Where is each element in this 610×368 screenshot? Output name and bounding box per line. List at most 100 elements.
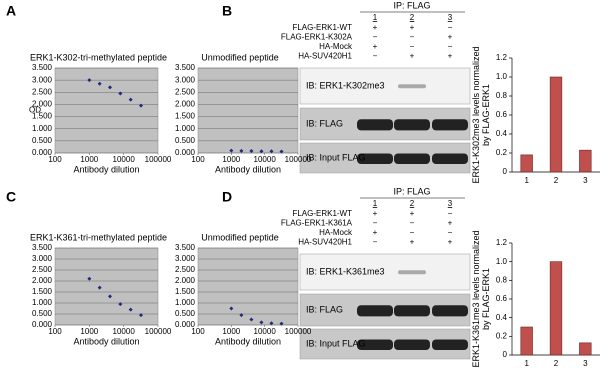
x-tick-label: 10000 [113, 327, 136, 336]
point [97, 81, 102, 86]
chart-title: Unmodified peptide [201, 52, 279, 62]
point [87, 78, 92, 83]
y-tick-label: 3.000 [32, 254, 53, 263]
y-tick-label: 0.500 [32, 136, 53, 145]
x-tick-label: 10000 [254, 155, 277, 164]
condition-mark: − [410, 33, 415, 42]
blot [299, 67, 471, 105]
point [108, 85, 113, 90]
y-tick-label: 0.2 [496, 331, 508, 340]
y-tick-label: 0.4 [496, 313, 508, 322]
x-tick-label: 100000 [145, 155, 172, 164]
x-tick-label: 100000 [285, 155, 312, 164]
band [394, 119, 430, 131]
condition-label: HA-Mock [319, 42, 353, 51]
y-tick-label: 0.6 [496, 110, 508, 119]
y-tick-label: 0.8 [496, 275, 508, 284]
condition-label: FLAG-ERK1-WT [292, 23, 352, 32]
condition-mark: + [448, 33, 453, 42]
condition-mark: + [410, 238, 415, 247]
condition-mark: − [373, 33, 378, 42]
condition-label: HA-SUV420H1 [298, 52, 352, 61]
y-tick-label: 2.000 [175, 276, 196, 285]
bar [520, 154, 533, 173]
plot-area [54, 67, 159, 154]
plot-area [197, 67, 299, 154]
panel-label: C [6, 189, 16, 205]
y-tick-label: 2.500 [175, 87, 196, 96]
ib-label: IB: ERK1-K361me3 [306, 266, 385, 276]
x-axis-label: Antibody dilution [73, 164, 139, 174]
condition-mark: + [410, 52, 415, 61]
y-tick-label: 2.000 [32, 276, 53, 285]
y-axis-label: ERK1-K361me3 levels normalizedby FLAG-ER… [471, 230, 491, 367]
y-tick-label: 0.000 [175, 320, 196, 329]
y-tick-label: 1.500 [32, 287, 53, 296]
x-tick-label: 1 [524, 359, 529, 368]
point [269, 149, 274, 154]
point [139, 103, 144, 108]
point [279, 149, 284, 154]
band [394, 305, 430, 317]
y-tick-label: 0.4 [496, 129, 508, 138]
point [269, 321, 274, 326]
plot-area [54, 247, 159, 326]
y-tick-label: 3.000 [175, 254, 196, 263]
y-tick-label: 0 [503, 167, 508, 176]
x-tick-label: 100 [48, 327, 62, 336]
chart-title: Unmodified peptide [201, 232, 279, 242]
point [229, 148, 234, 153]
y-tick-label: 0.000 [32, 320, 53, 329]
x-tick-label: 1 [524, 176, 529, 185]
band [432, 153, 468, 164]
band [398, 84, 426, 89]
condition-mark: + [448, 52, 453, 61]
lane-label: 3 [448, 199, 453, 208]
chart-title: ERK1-K302-tri-methylated peptide [30, 52, 167, 62]
x-tick-label: 1000 [222, 327, 240, 336]
band [394, 339, 430, 350]
band [432, 119, 468, 131]
point [249, 149, 254, 154]
x-tick-label: 3 [583, 359, 588, 368]
point [239, 313, 244, 318]
band [432, 305, 468, 317]
condition-label: FLAG-ERK1-WT [292, 209, 352, 218]
y-tick-label: 1.0 [496, 257, 508, 266]
point [97, 285, 102, 290]
y-tick-label: 2.000 [175, 100, 196, 109]
y-tick-label: 0.6 [496, 294, 508, 303]
ip-label: IP: FLAG [393, 0, 430, 10]
ib-label: IB: Input FLAG [306, 338, 366, 348]
condition-mark: + [373, 209, 378, 218]
lane-label: 2 [410, 199, 415, 208]
x-tick-label: 1000 [80, 327, 98, 336]
panel-label: B [222, 3, 232, 19]
x-tick-label: 2 [554, 359, 559, 368]
condition-mark: − [373, 219, 378, 228]
point [128, 307, 133, 312]
y-tick-label: 0.2 [496, 148, 508, 157]
bar [579, 342, 592, 356]
x-tick-label: 100 [48, 155, 62, 164]
condition-label: FLAG-ERK1-K302A [281, 33, 353, 42]
x-tick-label: 1000 [80, 155, 98, 164]
y-tick-label: 1.2 [496, 238, 508, 247]
y-tick-label: 2.000 [32, 100, 53, 109]
y-tick-label: 1.500 [175, 287, 196, 296]
bar [549, 261, 563, 356]
band [357, 305, 393, 317]
y-tick-label: 2.500 [32, 87, 53, 96]
y-axis-label: OD [29, 106, 41, 115]
condition-mark: − [448, 23, 453, 32]
condition-mark: − [448, 42, 453, 51]
condition-label: HA-Mock [319, 228, 353, 237]
y-tick-label: 1.500 [175, 112, 196, 121]
condition-mark: − [373, 52, 378, 61]
bar [549, 76, 563, 173]
x-tick-label: 3 [583, 176, 588, 185]
point [249, 317, 254, 322]
point [279, 321, 284, 326]
y-tick-label: 0.8 [496, 91, 508, 100]
